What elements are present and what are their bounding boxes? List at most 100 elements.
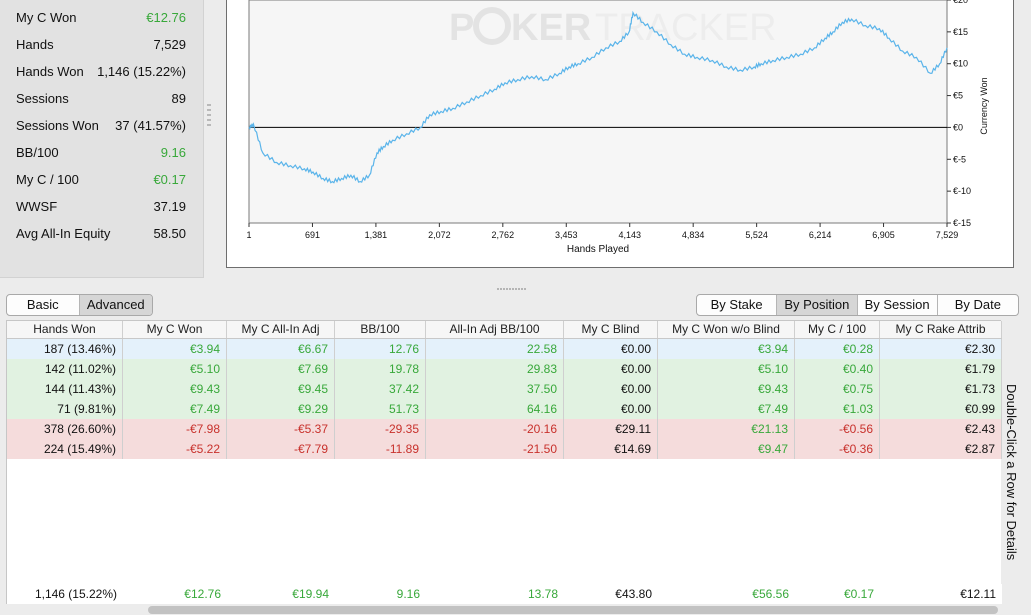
table-cell: -€0.36 [795, 439, 880, 459]
table-header: Hands Won My C Won My C All-In Adj BB/100 Al… [7, 321, 1002, 339]
table-cell: €7.49 [123, 399, 227, 419]
x-tick-label: 7,529 [936, 230, 959, 240]
table-row[interactable]: 378 (26.60%) -€7.98 -€5.37 -29.35 -20.16 €29.… [7, 419, 1002, 439]
stat-label: WWSF [16, 199, 58, 214]
table-row[interactable]: 71 (9.81%) €7.49 €9.29 51.73 64.16 €0.00 €7.49… [7, 399, 1002, 419]
table-cell: €0.00 [564, 339, 658, 359]
stat-label: Hands [16, 37, 54, 52]
stat-label: Sessions Won [16, 118, 99, 133]
column-header[interactable]: All-In Adj BB/100 [426, 321, 564, 338]
table-cell: €1.73 [880, 379, 1002, 399]
table-cell: €1.79 [880, 359, 1002, 379]
total-cell: €0.17 [843, 587, 874, 601]
table-cell: 19.78 [335, 359, 426, 379]
table-cell: €9.43 [123, 379, 227, 399]
table-cell: €7.49 [658, 399, 795, 419]
stat-row: Avg All-In Equity 58.50 [16, 226, 186, 246]
x-tick-label: 6,905 [872, 230, 895, 240]
x-tick-label: 4,834 [682, 230, 705, 240]
details-hint: Double-Click a Row for Details [1003, 384, 1021, 560]
table-cell: €2.87 [880, 439, 1002, 459]
table-cell: 187 (13.46%) [7, 339, 123, 359]
splitter-handle[interactable] [497, 288, 527, 292]
table-cell: 71 (9.81%) [7, 399, 123, 419]
stat-label: Avg All-In Equity [16, 226, 111, 241]
by-position-button[interactable]: By Position [777, 295, 858, 315]
y-tick-label: €0 [953, 122, 963, 132]
column-header[interactable]: My C All-In Adj [227, 321, 335, 338]
stat-row: Hands Won 1,146 (15.22%) [16, 64, 186, 84]
by-stake-button[interactable]: By Stake [697, 295, 778, 315]
y-tick-label: €-15 [953, 218, 971, 228]
horizontal-scrollbar[interactable] [148, 606, 998, 614]
table-cell: -€5.22 [123, 439, 227, 459]
column-header[interactable]: Hands Won [7, 321, 123, 338]
table-row[interactable]: 224 (15.49%) -€5.22 -€7.79 -11.89 -21.50 €14.… [7, 439, 1002, 459]
stat-row: Hands 7,529 [16, 37, 186, 57]
table-cell: -€5.37 [227, 419, 335, 439]
total-cell: €12.11 [960, 587, 996, 601]
table-cell: €3.94 [123, 339, 227, 359]
stat-row: Sessions Won 37 (41.57%) [16, 118, 186, 138]
total-cell: €12.76 [184, 587, 221, 601]
stats-panel: My C Won €12.76 Hands 7,529 Hands Won 1,146 (… [0, 0, 204, 278]
graph-panel: P O KER TRACKER 1 691 1,381 2,072 2,762 3,453… [226, 0, 1014, 268]
table-cell: €9.43 [658, 379, 795, 399]
x-tick-label: 2,072 [428, 230, 451, 240]
stat-value: 37 (41.57%) [115, 118, 186, 133]
y-axis-label: Currency Won [979, 77, 989, 134]
watermark-chip-letter: O [227, 0, 228, 1]
column-header[interactable]: My C Won [123, 321, 227, 338]
table-cell: €5.10 [123, 359, 227, 379]
column-header[interactable]: My C / 100 [795, 321, 880, 338]
by-date-button[interactable]: By Date [954, 297, 1001, 312]
y-tick-label: €-5 [953, 154, 966, 164]
table-cell: 37.42 [335, 379, 426, 399]
table-cell: 29.83 [426, 359, 564, 379]
x-tick-label: 1 [246, 230, 251, 240]
stat-value: 9.16 [160, 145, 186, 160]
table-cell: 37.50 [426, 379, 564, 399]
pokertracker-watermark: P O KER TRACKER [227, 0, 777, 49]
table-cell: 142 (11.02%) [7, 359, 123, 379]
table-cell: -11.89 [335, 439, 426, 459]
stat-value: 1,146 (15.22%) [97, 64, 186, 79]
stat-label: Sessions [16, 91, 69, 106]
table-row[interactable]: 144 (11.43%) €9.43 €9.45 37.42 37.50 €0.00 €9.… [7, 379, 1002, 399]
column-header[interactable]: My C Won w/o Blind [658, 321, 795, 338]
total-cell: €56.56 [752, 587, 789, 601]
table-cell: 22.58 [426, 339, 564, 359]
basic-button[interactable]: Basic [7, 295, 80, 315]
table-cell: 144 (11.43%) [7, 379, 123, 399]
table-cell: €0.99 [880, 399, 1002, 419]
total-cell: €19.94 [292, 587, 329, 601]
table-cell: €21.13 [658, 419, 795, 439]
series-line [248, 10, 948, 184]
column-header[interactable]: My C Blind [564, 321, 658, 338]
advanced-button[interactable]: Advanced [79, 295, 152, 315]
table-cell: €2.30 [880, 339, 1002, 359]
panel-resize-handle[interactable] [207, 104, 212, 130]
table-row[interactable]: 142 (11.02%) €5.10 €7.69 19.78 29.83 €0.00 €5.… [7, 359, 1002, 379]
column-header[interactable]: My C Rake Attrib [880, 321, 1002, 338]
total-cell: 1,146 (15.22%) [34, 587, 117, 601]
stat-label: My C / 100 [16, 172, 79, 187]
table-cell: €7.69 [227, 359, 335, 379]
stat-value: €12.76 [146, 10, 186, 25]
watermark-text-faded: TRACKER [595, 7, 777, 49]
table-row[interactable]: 187 (13.46%) €3.94 €6.67 12.76 22.58 €0.00 €3.… [7, 339, 1002, 359]
stat-label: Hands Won [16, 64, 84, 79]
total-cell: 13.78 [527, 587, 558, 601]
table-cell: €2.43 [880, 419, 1002, 439]
y-tick-label: €5 [953, 91, 963, 101]
table-cell: €0.00 [564, 359, 658, 379]
x-axis-label: Hands Played [567, 244, 629, 255]
stat-row: BB/100 9.16 [16, 145, 186, 165]
stat-value: 7,529 [153, 37, 186, 52]
table-cell: €0.00 [564, 379, 658, 399]
column-header[interactable]: BB/100 [335, 321, 426, 338]
x-tick-label: 3,453 [555, 230, 578, 240]
by-session-button[interactable]: By Session [858, 295, 938, 315]
stat-value: 89 [171, 91, 186, 106]
y-tick-label: €-10 [953, 186, 971, 196]
